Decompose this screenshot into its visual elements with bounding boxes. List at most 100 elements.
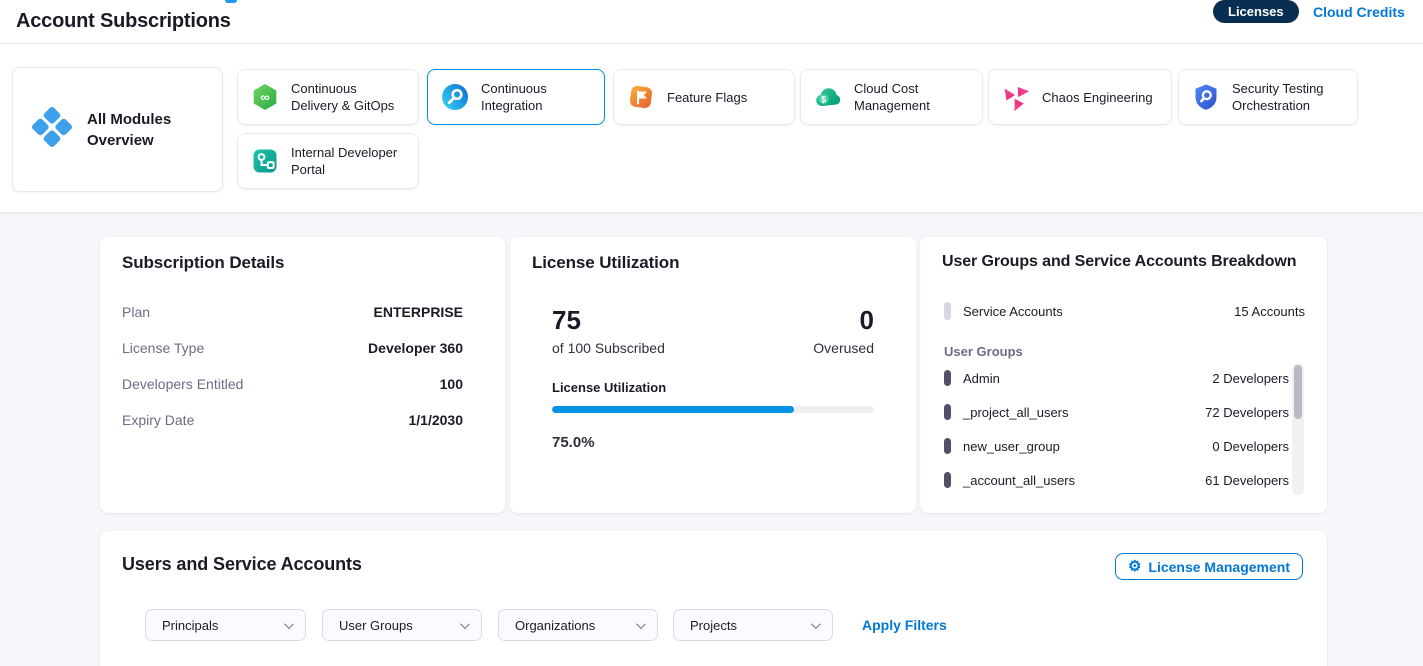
filter-label: Organizations [515,618,595,633]
filter-label: Projects [690,618,737,633]
service-accounts-row: Service Accounts 15 Accounts [944,302,1305,320]
row-label: _account_all_users [963,473,1075,488]
row-label: Expiry Date [122,412,194,428]
module-card-cloud-cost[interactable]: $ Cloud Cost Management [800,69,983,125]
cd-gitops-icon: ∞ [251,83,279,111]
row-value: 0 Developers [1212,439,1289,454]
row-label: Service Accounts [963,304,1063,319]
subscription-row-expiry-date: Expiry Date 1/1/2030 [122,412,463,428]
groups-scrollbar [1292,363,1304,495]
chevron-down-icon [636,619,646,629]
progress-fill [552,406,794,413]
utilization-progress-bar [552,406,874,413]
user-group-marker-icon [944,438,951,454]
tab-licenses[interactable]: Licenses [1213,0,1299,23]
gear-icon: ⚙ [1128,559,1141,574]
chaos-engineering-icon [1002,83,1030,111]
filter-label: Principals [162,618,218,633]
subscription-details-title: Subscription Details [122,253,284,273]
user-groups-subheader: User Groups [944,344,1023,359]
row-label: License Type [122,340,204,356]
row-value: 1/1/2030 [409,412,464,428]
breakdown-card: User Groups and Service Accounts Breakdo… [920,237,1327,513]
apply-filters-button[interactable]: Apply Filters [862,617,947,633]
users-service-accounts-card: Users and Service Accounts ⚙ License Man… [100,531,1327,666]
module-label: Chaos Engineering [1042,89,1153,106]
feature-flags-icon [627,83,655,111]
internal-developer-portal-icon [251,147,279,175]
user-group-marker-icon [944,404,951,420]
all-modules-overview-card[interactable]: All Modules Overview [12,67,223,192]
subscription-details-card: Subscription Details Plan ENTERPRISE Lic… [100,237,505,513]
module-card-chaos-engineering[interactable]: Chaos Engineering [988,69,1172,125]
module-card-cd-gitops[interactable]: ∞ Continuous Delivery & GitOps [237,69,419,125]
row-value: 100 [440,376,463,392]
cloud-cost-icon: $ [814,83,842,111]
module-label: Internal Developer Portal [291,144,405,178]
subscription-row-plan: Plan ENTERPRISE [122,304,463,320]
all-modules-overview-label: All Modules Overview [87,109,206,151]
overused-count: 0 [860,305,874,336]
filter-organizations[interactable]: Organizations [498,609,658,641]
module-strip: All Modules Overview ∞ Continuous Delive… [0,44,1423,212]
user-group-row: Admin 2 Developers [944,370,1289,386]
filter-projects[interactable]: Projects [673,609,833,641]
license-management-button[interactable]: ⚙ License Management [1115,553,1303,580]
module-card-continuous-integration[interactable]: Continuous Integration [427,69,605,125]
chevron-down-icon [811,619,821,629]
users-section-title: Users and Service Accounts [122,554,362,575]
groups-scrollbar-thumb[interactable] [1294,365,1302,419]
used-count: 75 [552,305,581,336]
module-label: Security Testing Orchestration [1232,80,1344,114]
user-group-marker-icon [944,472,951,488]
row-value: 2 Developers [1212,371,1289,386]
row-value: 72 Developers [1205,405,1289,420]
license-management-label: License Management [1148,559,1290,575]
row-label: Plan [122,304,150,320]
user-group-marker-icon [944,370,951,386]
all-modules-icon [29,104,75,155]
subscription-row-license-type: License Type Developer 360 [122,340,463,356]
row-label: new_user_group [963,439,1060,454]
used-caption: of 100 Subscribed [552,340,665,356]
svg-text:∞: ∞ [260,90,269,105]
user-group-row: _account_all_users 61 Developers [944,472,1289,488]
row-label: _project_all_users [963,405,1069,420]
content-section: Subscription Details Plan ENTERPRISE Lic… [0,212,1423,666]
security-testing-icon [1192,83,1220,111]
user-group-row: new_user_group 0 Developers [944,438,1289,454]
module-card-internal-developer-portal[interactable]: Internal Developer Portal [237,133,419,189]
top-bar: Account Subscriptions Licenses Cloud Cre… [0,0,1423,44]
license-utilization-title: License Utilization [532,253,679,273]
chevron-down-icon [284,619,294,629]
breakdown-title: User Groups and Service Accounts Breakdo… [942,253,1296,271]
module-card-security-testing[interactable]: Security Testing Orchestration [1178,69,1358,125]
chevron-down-icon [460,619,470,629]
continuous-integration-icon [441,83,469,111]
user-group-row: _project_all_users 72 Developers [944,404,1289,420]
service-accounts-marker-icon [944,302,951,320]
module-label: Continuous Integration [481,80,591,114]
license-utilization-card: License Utilization 75 of 100 Subscribed… [510,237,916,513]
filter-label: User Groups [339,618,413,633]
module-label: Feature Flags [667,89,747,106]
module-label: Cloud Cost Management [854,80,969,114]
row-value: ENTERPRISE [374,304,463,320]
tab-cloud-credits[interactable]: Cloud Credits [1313,4,1405,20]
row-value: 61 Developers [1205,473,1289,488]
row-value: 15 Accounts [1234,304,1305,319]
page-title: Account Subscriptions [16,10,231,33]
utilization-meter-label: License Utilization [552,380,666,395]
account-subscriptions-page: Account Subscriptions Licenses Cloud Cre… [0,0,1423,666]
row-label: Developers Entitled [122,376,243,392]
utilization-percent: 75.0% [552,434,595,451]
row-label: Admin [963,371,1000,386]
module-card-feature-flags[interactable]: Feature Flags [613,69,795,125]
module-label: Continuous Delivery & GitOps [291,80,405,114]
filter-principals[interactable]: Principals [145,609,306,641]
row-value: Developer 360 [368,340,463,356]
filter-user-groups[interactable]: User Groups [322,609,482,641]
overused-caption: Overused [813,340,874,356]
top-edge-fragment [225,0,237,3]
subscription-row-developers-entitled: Developers Entitled 100 [122,376,463,392]
